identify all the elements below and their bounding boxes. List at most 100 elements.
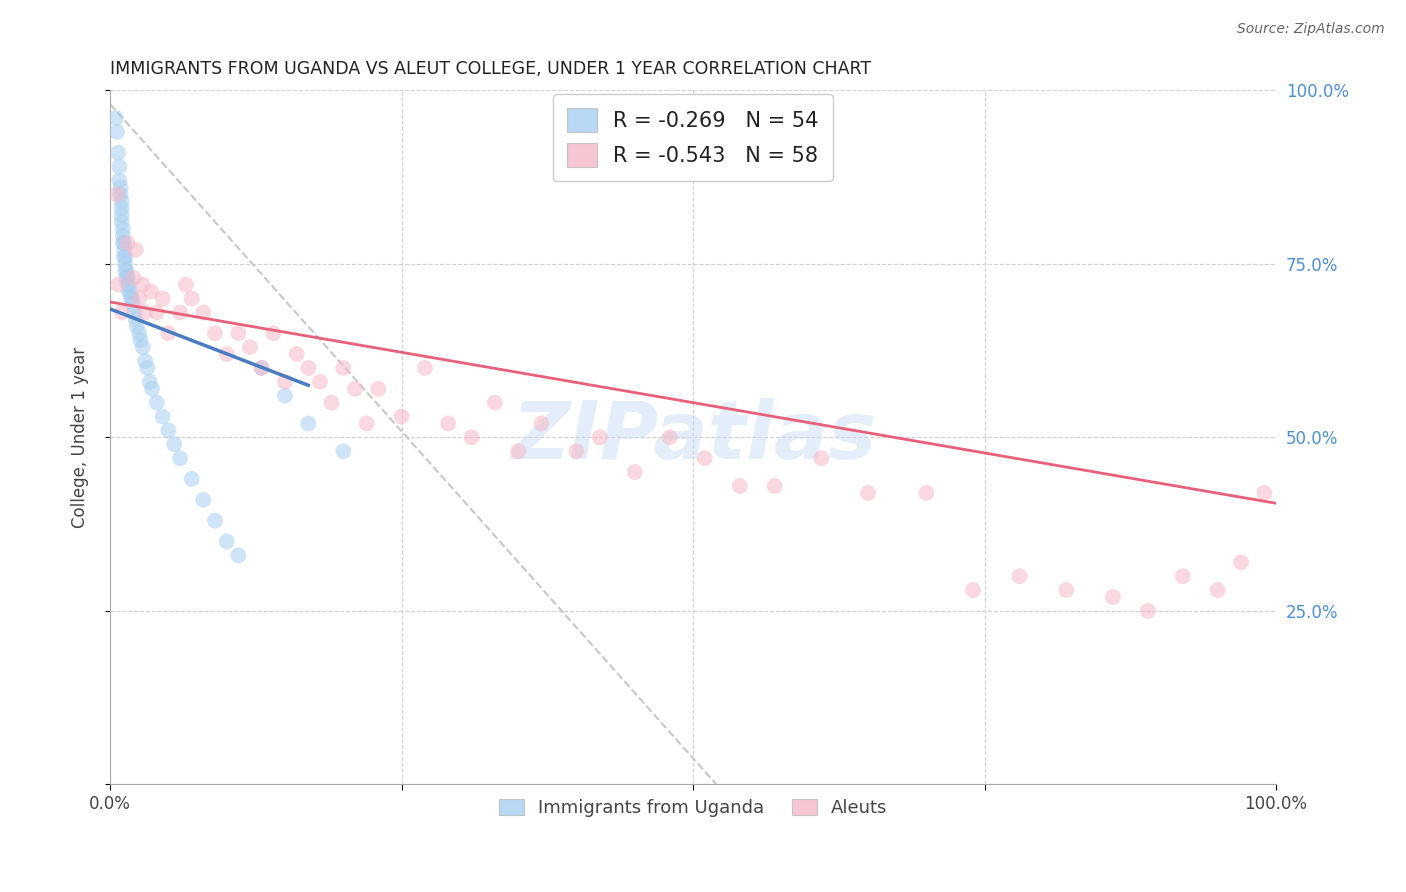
Point bbox=[215, 534, 238, 549]
Text: ZIPatlas: ZIPatlas bbox=[510, 399, 876, 476]
Point bbox=[125, 243, 148, 257]
Point bbox=[138, 375, 160, 389]
Point bbox=[111, 201, 134, 215]
Point bbox=[118, 285, 141, 299]
Point bbox=[112, 250, 135, 264]
Text: IMMIGRANTS FROM UGANDA VS ALEUT COLLEGE, UNDER 1 YEAR CORRELATION CHART: IMMIGRANTS FROM UGANDA VS ALEUT COLLEGE,… bbox=[110, 60, 872, 78]
Point bbox=[132, 340, 155, 354]
Point bbox=[128, 326, 150, 341]
Point bbox=[111, 305, 134, 319]
Point bbox=[250, 360, 273, 375]
Point bbox=[112, 235, 135, 250]
Point bbox=[136, 360, 159, 375]
Point bbox=[115, 270, 138, 285]
Point bbox=[111, 208, 134, 222]
Point bbox=[134, 305, 156, 319]
Point bbox=[413, 360, 436, 375]
Point bbox=[262, 326, 284, 341]
Point bbox=[193, 492, 215, 507]
Point bbox=[658, 430, 681, 444]
Point bbox=[460, 430, 482, 444]
Point bbox=[215, 347, 238, 361]
Point bbox=[122, 270, 145, 285]
Point bbox=[110, 180, 132, 194]
Point bbox=[157, 424, 180, 438]
Point bbox=[118, 277, 141, 292]
Point bbox=[152, 292, 174, 306]
Point bbox=[297, 417, 319, 431]
Point bbox=[114, 264, 136, 278]
Point bbox=[108, 160, 131, 174]
Point bbox=[332, 444, 354, 458]
Point bbox=[111, 222, 134, 236]
Point bbox=[1102, 590, 1125, 604]
Point bbox=[274, 389, 297, 403]
Point bbox=[145, 305, 167, 319]
Point bbox=[204, 514, 226, 528]
Point bbox=[565, 444, 588, 458]
Point bbox=[104, 111, 127, 125]
Point bbox=[117, 270, 139, 285]
Point bbox=[589, 430, 612, 444]
Legend: Immigrants from Uganda, Aleuts: Immigrants from Uganda, Aleuts bbox=[491, 791, 894, 824]
Point bbox=[193, 305, 215, 319]
Point bbox=[332, 360, 354, 375]
Point bbox=[484, 395, 506, 409]
Point bbox=[108, 173, 131, 187]
Point bbox=[111, 194, 134, 209]
Point bbox=[1008, 569, 1031, 583]
Point bbox=[125, 312, 148, 326]
Point bbox=[239, 340, 262, 354]
Point bbox=[1054, 583, 1077, 598]
Point bbox=[105, 125, 128, 139]
Point bbox=[132, 277, 155, 292]
Point bbox=[114, 250, 136, 264]
Point bbox=[120, 292, 142, 306]
Point bbox=[391, 409, 413, 424]
Point bbox=[530, 417, 553, 431]
Point bbox=[110, 187, 132, 202]
Point bbox=[117, 235, 139, 250]
Point bbox=[107, 145, 129, 160]
Point bbox=[693, 451, 716, 466]
Point bbox=[962, 583, 984, 598]
Point bbox=[508, 444, 530, 458]
Text: Source: ZipAtlas.com: Source: ZipAtlas.com bbox=[1237, 22, 1385, 37]
Point bbox=[321, 395, 343, 409]
Point bbox=[1253, 486, 1275, 500]
Point bbox=[121, 292, 143, 306]
Point bbox=[174, 277, 197, 292]
Point bbox=[169, 451, 191, 466]
Point bbox=[915, 486, 938, 500]
Point bbox=[228, 549, 250, 563]
Point bbox=[118, 285, 141, 299]
Point bbox=[274, 375, 297, 389]
Point bbox=[728, 479, 751, 493]
Point bbox=[228, 326, 250, 341]
Point bbox=[169, 305, 191, 319]
Point bbox=[180, 472, 202, 486]
Point bbox=[114, 257, 136, 271]
Point bbox=[1136, 604, 1159, 618]
Point bbox=[367, 382, 389, 396]
Point bbox=[437, 417, 460, 431]
Point bbox=[129, 333, 152, 347]
Point bbox=[297, 360, 319, 375]
Point bbox=[122, 298, 145, 312]
Point bbox=[163, 437, 186, 451]
Point bbox=[111, 229, 134, 244]
Point bbox=[810, 451, 832, 466]
Point bbox=[105, 187, 128, 202]
Point bbox=[623, 465, 645, 479]
Point bbox=[856, 486, 879, 500]
Point bbox=[356, 417, 378, 431]
Point bbox=[128, 292, 150, 306]
Y-axis label: College, Under 1 year: College, Under 1 year bbox=[72, 347, 89, 528]
Point bbox=[112, 243, 135, 257]
Point bbox=[180, 292, 202, 306]
Point bbox=[285, 347, 308, 361]
Point bbox=[1171, 569, 1194, 583]
Point bbox=[141, 382, 163, 396]
Point bbox=[204, 326, 226, 341]
Point bbox=[343, 382, 366, 396]
